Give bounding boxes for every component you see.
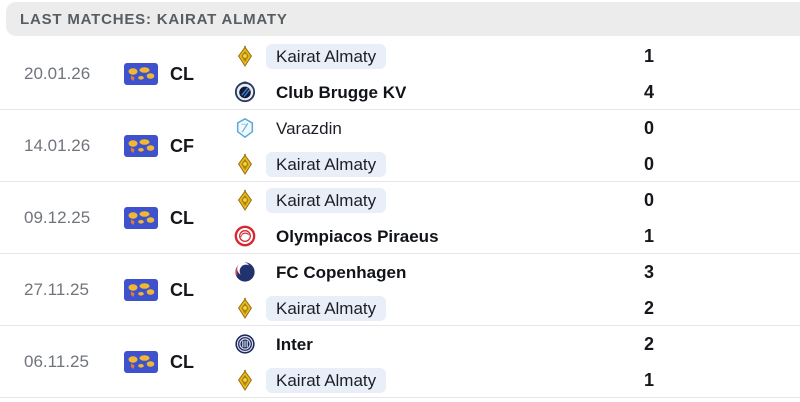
- team-score: 1: [643, 45, 654, 66]
- team-row-first: Varazdin 0: [234, 110, 658, 146]
- kairat-almaty-logo: [234, 153, 256, 175]
- team-name: Club Brugge KV: [276, 82, 407, 102]
- competition-code: CL: [170, 63, 194, 84]
- world-flag-icon: [124, 135, 158, 157]
- teams-cell: Inter 2 Kairat Almaty 1: [220, 326, 658, 398]
- fc-copenhagen-logo: [234, 261, 256, 283]
- world-flag-icon: [124, 351, 158, 373]
- world-flag-icon: [124, 63, 158, 85]
- inter-logo: [234, 333, 256, 355]
- competition-cell: CL: [124, 351, 220, 373]
- teams-cell: Kairat Almaty 0 Olympiacos Piraeus 1: [220, 182, 658, 254]
- team-row-second: Olympiacos Piraeus 1: [234, 218, 658, 254]
- team-row-first: Inter 2: [234, 326, 658, 362]
- kairat-almaty-logo: [234, 189, 256, 211]
- competition-code: CL: [170, 351, 194, 372]
- competition-cell: CL: [124, 207, 220, 229]
- team-score: 1: [643, 369, 654, 390]
- match-rows: 20.01.26 CL Kairat Almaty 1 Club Brugge …: [0, 38, 800, 398]
- team-score: 0: [643, 153, 654, 174]
- match-row[interactable]: 06.11.25 CL Inter 2 Kairat Almaty 1: [0, 326, 800, 398]
- widget-title: LAST MATCHES: KAIRAT ALMATY: [20, 10, 288, 28]
- team-score: 2: [643, 333, 654, 354]
- team-name: Kairat Almaty: [266, 295, 387, 321]
- teams-cell: Kairat Almaty 1 Club Brugge KV 4: [220, 38, 658, 110]
- team-score: 3: [643, 261, 654, 282]
- match-date: 09.12.25: [24, 208, 91, 227]
- kairat-almaty-logo: [234, 369, 256, 391]
- match-date: 06.11.25: [24, 352, 89, 371]
- widget-header: LAST MATCHES: KAIRAT ALMATY: [6, 2, 800, 36]
- teams-cell: FC Copenhagen 3 Kairat Almaty 2: [220, 254, 658, 326]
- competition-code: CL: [170, 207, 194, 228]
- match-date: 20.01.26: [24, 64, 91, 83]
- team-row-first: Kairat Almaty 0: [234, 182, 658, 218]
- competition-cell: CL: [124, 279, 220, 301]
- team-score: 2: [643, 297, 654, 318]
- team-name: Kairat Almaty: [266, 187, 387, 213]
- match-date: 14.01.26: [24, 136, 91, 155]
- team-name: Varazdin: [276, 118, 342, 138]
- match-row[interactable]: 27.11.25 CL FC Copenhagen 3 Kairat Almat…: [0, 254, 800, 326]
- team-score: 4: [643, 81, 654, 102]
- team-row-second: Kairat Almaty 1: [234, 362, 658, 398]
- competition-code: CL: [170, 279, 194, 300]
- club-brugge-logo: [234, 81, 256, 103]
- team-score: 0: [643, 189, 654, 210]
- world-flag-icon: [124, 279, 158, 301]
- team-score: 1: [643, 225, 654, 246]
- varazdin-logo: [234, 117, 256, 139]
- team-name: Kairat Almaty: [266, 43, 387, 69]
- team-score: 0: [643, 117, 654, 138]
- match-date: 27.11.25: [24, 280, 89, 299]
- olympiacos-logo: [234, 225, 256, 247]
- match-row[interactable]: 14.01.26 CF Varazdin 0 Kairat Almaty 0: [0, 110, 800, 182]
- competition-code: CF: [170, 135, 194, 156]
- competition-cell: CL: [124, 63, 220, 85]
- teams-cell: Varazdin 0 Kairat Almaty 0: [220, 110, 658, 182]
- team-name: Kairat Almaty: [266, 367, 387, 393]
- team-name: Olympiacos Piraeus: [276, 226, 439, 246]
- team-name: Inter: [276, 334, 313, 354]
- kairat-almaty-logo: [234, 45, 256, 67]
- kairat-almaty-logo: [234, 297, 256, 319]
- match-row[interactable]: 20.01.26 CL Kairat Almaty 1 Club Brugge …: [0, 38, 800, 110]
- team-name: FC Copenhagen: [276, 262, 407, 282]
- team-row-second: Kairat Almaty 0: [234, 146, 658, 182]
- team-row-first: FC Copenhagen 3: [234, 254, 658, 290]
- world-flag-icon: [124, 207, 158, 229]
- competition-cell: CF: [124, 135, 220, 157]
- team-name: Kairat Almaty: [266, 151, 387, 177]
- match-row[interactable]: 09.12.25 CL Kairat Almaty 0 Olympiacos P…: [0, 182, 800, 254]
- team-row-second: Club Brugge KV 4: [234, 74, 658, 110]
- team-row-second: Kairat Almaty 2: [234, 290, 658, 326]
- team-row-first: Kairat Almaty 1: [234, 38, 658, 74]
